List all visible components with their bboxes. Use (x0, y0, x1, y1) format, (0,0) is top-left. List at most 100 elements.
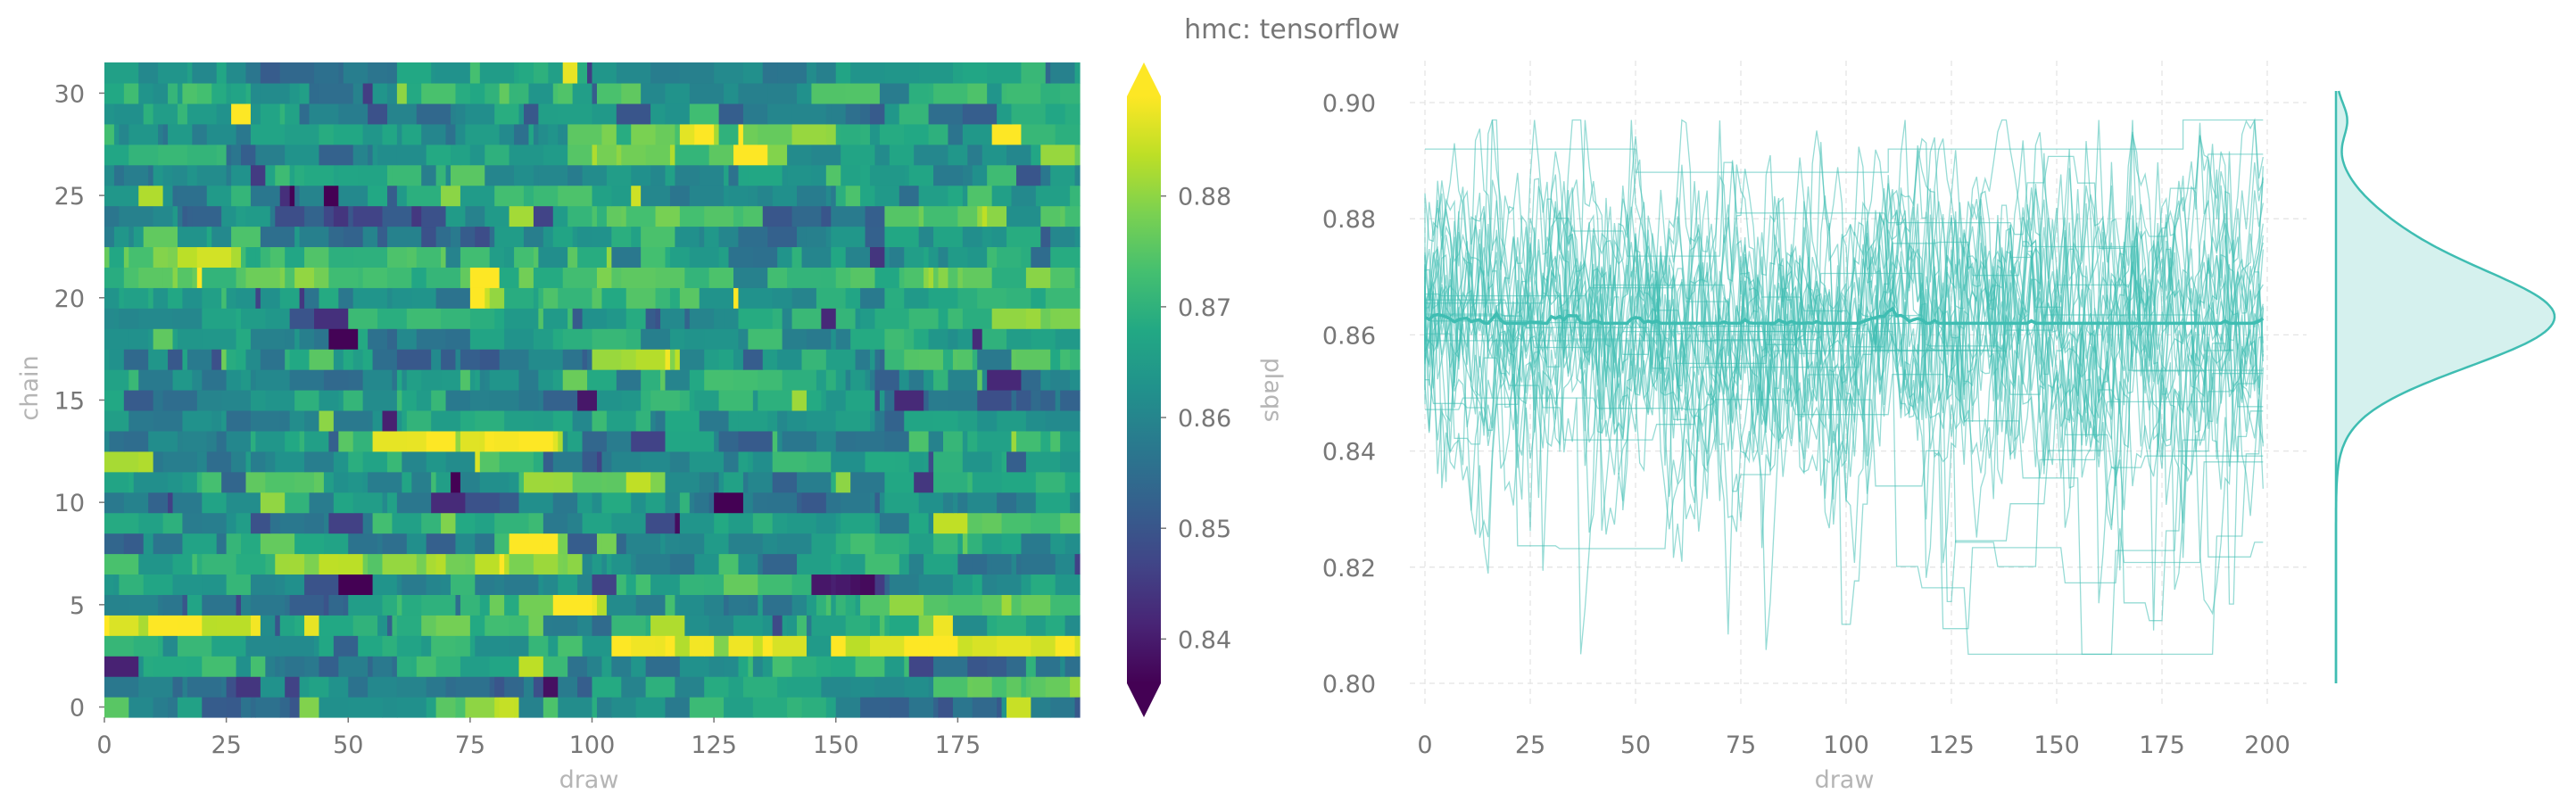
heatmap-cell (752, 246, 778, 268)
heatmap-cell (489, 246, 505, 268)
heatmap-cell (202, 615, 218, 636)
heatmap-cell (177, 82, 184, 104)
heatmap-cell (635, 553, 671, 575)
heatmap-cell (426, 553, 437, 575)
heatmap-cell (1074, 492, 1081, 514)
heatmap-cell (543, 574, 559, 595)
heatmap-y-tick-label: 10 (54, 490, 85, 517)
heatmap-cell (845, 615, 871, 636)
heatmap-cell (1015, 492, 1037, 514)
heatmap-cell (386, 615, 393, 636)
heatmap-cell (279, 409, 291, 432)
heatmap-y-tick-label: 25 (54, 183, 85, 211)
heatmap-cell (825, 226, 832, 248)
heatmap-cell (250, 430, 257, 452)
heatmap-cell (104, 164, 115, 186)
heatmap-cell (172, 267, 178, 288)
heatmap-cell (138, 185, 164, 207)
heatmap-cell (835, 308, 857, 329)
heatmap-cell (265, 553, 276, 575)
heatmap-cell (211, 349, 222, 370)
heatmap-cell (1025, 267, 1051, 288)
heatmap-cell (104, 615, 111, 636)
heatmap-cell (1031, 574, 1056, 595)
heatmap-cell (967, 533, 983, 555)
heatmap-cell (831, 656, 857, 677)
heatmap-cell (352, 287, 388, 309)
heatmap-cell (899, 369, 910, 391)
heatmap-cell (611, 697, 637, 718)
heatmap-cell (1045, 409, 1081, 432)
heatmap-cell (368, 676, 398, 698)
heatmap-cell (879, 349, 885, 370)
figure-title: hmc: tensorflow (1184, 14, 1400, 45)
heatmap-cell (245, 205, 271, 227)
heatmap-cell (138, 656, 145, 677)
heatmap-cell (441, 308, 471, 329)
heatmap-cell (319, 409, 335, 432)
heatmap-cell (377, 226, 388, 248)
heatmap-cell (758, 553, 764, 575)
heatmap-cell (275, 615, 281, 636)
heatmap-cell (216, 430, 228, 452)
heatmap-cell (797, 553, 832, 575)
heatmap-cell (924, 553, 954, 575)
heatmap-cell (221, 205, 237, 227)
heatmap-cell (655, 409, 667, 432)
heatmap-cell (850, 574, 861, 595)
heatmap-cell (543, 390, 578, 411)
heatmap-cell (396, 328, 418, 350)
heatmap-cell (411, 205, 422, 227)
heatmap-cell (675, 164, 700, 186)
heatmap-cell (245, 349, 261, 370)
heatmap-cell (128, 144, 159, 166)
heatmap-cell (699, 164, 725, 186)
heatmap-cell (143, 533, 154, 555)
heatmap-cell (543, 144, 568, 166)
heatmap-cell (352, 430, 374, 452)
heatmap-cell (752, 390, 758, 411)
heatmap-cell (552, 82, 559, 104)
heatmap-cell (699, 409, 730, 432)
heatmap-cell (562, 123, 568, 145)
heatmap-cell (445, 450, 476, 473)
heatmap-cell (396, 635, 422, 657)
heatmap-cell (825, 185, 832, 207)
heatmap-cell (874, 390, 881, 411)
heatmap-cell (279, 615, 295, 636)
heatmap-cell (489, 226, 495, 248)
heatmap-cell (1050, 164, 1076, 186)
heatmap-cell (752, 512, 774, 534)
heatmap-cell (972, 349, 978, 370)
heatmap-cell (724, 574, 758, 595)
heatmap-cell (1031, 144, 1041, 166)
heatmap-cell (518, 697, 544, 718)
heatmap-cell (865, 369, 871, 391)
heatmap-cell (596, 205, 608, 227)
heatmap-cell (997, 574, 1023, 595)
heatmap-cell (1064, 103, 1081, 125)
heatmap-cell (742, 471, 749, 493)
heatmap-cell (728, 533, 764, 555)
trace-x-tick-label: 150 (2033, 731, 2080, 759)
heatmap-cell (835, 123, 841, 145)
heatmap-cell (494, 308, 505, 329)
heatmap-cell (1001, 471, 1037, 493)
heatmap-cell (528, 615, 544, 636)
heatmap-cell (772, 308, 783, 329)
heatmap-cell (889, 574, 920, 595)
heatmap-cell (362, 82, 374, 104)
heatmap-cell (162, 123, 169, 145)
heatmap-cell (1055, 635, 1076, 657)
heatmap-cell (831, 553, 841, 575)
heatmap-cell (1045, 287, 1081, 309)
heatmap-y-axis-label: chain (16, 355, 44, 420)
heatmap-cell (967, 492, 998, 514)
heatmap-cell (738, 123, 744, 145)
heatmap-cell (625, 205, 657, 227)
heatmap-cell (572, 409, 593, 432)
heatmap-cell (948, 308, 964, 329)
heatmap-cell (421, 205, 447, 227)
heatmap-cell (675, 226, 700, 248)
heatmap-cell (377, 144, 398, 166)
